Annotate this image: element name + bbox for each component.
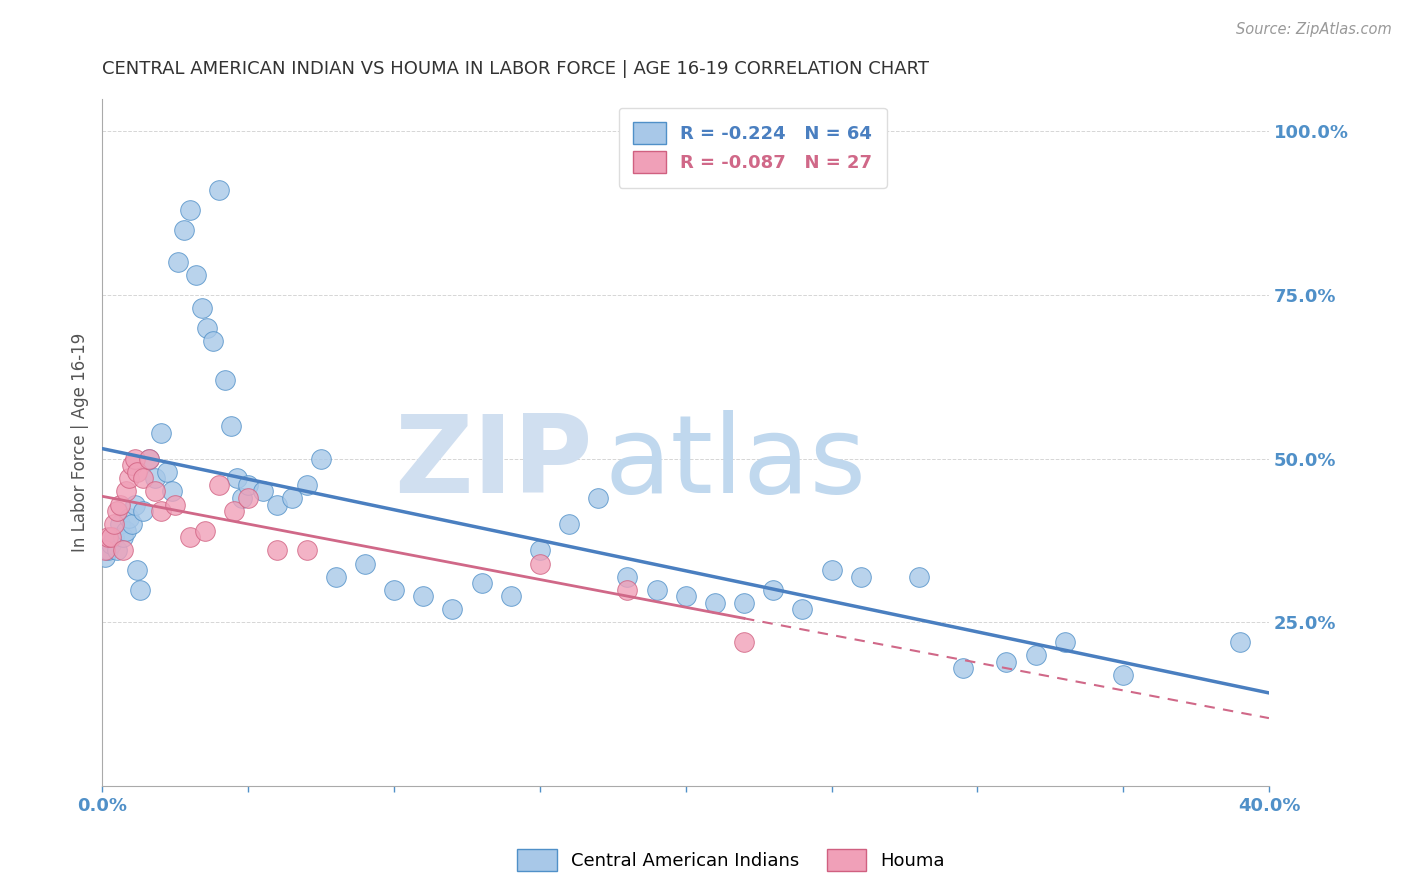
Point (354, 557, 377, 571)
Point (100, 530, 122, 544)
Point (138, 451, 160, 466)
Point (295, 543, 318, 558)
Point (382, 582, 405, 597)
Point (132, 471, 155, 485)
Point (208, 183, 231, 197)
Point (162, 484, 184, 499)
Point (114, 484, 136, 499)
Point (252, 484, 274, 499)
Point (108, 517, 131, 532)
Point (281, 491, 304, 505)
Point (908, 569, 931, 583)
Point (124, 498, 146, 512)
Point (165, 498, 187, 512)
Text: Source: ZipAtlas.com: Source: ZipAtlas.com (1236, 22, 1392, 37)
Point (94, 549, 117, 564)
Point (108, 498, 131, 512)
Point (118, 471, 141, 485)
Point (111, 530, 134, 544)
Point (138, 451, 160, 466)
Point (1112, 668, 1135, 682)
Point (441, 602, 464, 616)
Point (412, 589, 434, 603)
Point (105, 543, 128, 558)
Point (132, 504, 155, 518)
Point (114, 524, 136, 538)
Y-axis label: In Labor Force | Age 16-19: In Labor Force | Age 16-19 (72, 333, 89, 552)
Point (1025, 648, 1047, 663)
Point (105, 504, 128, 518)
Point (179, 530, 201, 544)
Point (103, 517, 125, 532)
Point (197, 320, 219, 334)
Point (762, 582, 785, 597)
Point (733, 596, 755, 610)
Point (1053, 635, 1076, 649)
Point (470, 576, 492, 591)
Point (94, 543, 117, 558)
Point (184, 268, 207, 283)
Point (675, 589, 697, 603)
Point (225, 471, 247, 485)
Text: atlas: atlas (605, 410, 866, 516)
Point (645, 582, 668, 597)
Point (179, 202, 201, 217)
Point (97, 543, 120, 558)
Point (499, 589, 522, 603)
Point (124, 451, 146, 466)
Point (231, 491, 253, 505)
Point (97, 530, 120, 544)
Point (149, 425, 172, 440)
Point (143, 484, 166, 499)
Point (529, 543, 551, 558)
Point (208, 478, 231, 492)
Legend: R = -0.224   N = 64, R = -0.087   N = 27: R = -0.224 N = 64, R = -0.087 N = 27 (619, 108, 887, 188)
Point (127, 465, 149, 479)
Point (295, 478, 318, 492)
Point (266, 543, 288, 558)
Point (103, 530, 125, 544)
Point (100, 537, 122, 551)
Point (558, 517, 581, 532)
Point (616, 582, 638, 597)
Point (193, 524, 215, 538)
Point (1229, 635, 1251, 649)
Point (703, 596, 725, 610)
Point (529, 557, 551, 571)
Point (111, 543, 134, 558)
Point (214, 373, 236, 387)
Point (820, 563, 842, 577)
Point (586, 491, 609, 505)
Point (849, 569, 872, 583)
Point (995, 655, 1018, 669)
Point (149, 504, 172, 518)
Point (155, 465, 177, 479)
Point (167, 255, 190, 269)
Point (129, 582, 152, 597)
Point (118, 510, 141, 524)
Point (792, 602, 814, 616)
Point (733, 635, 755, 649)
Point (219, 419, 242, 434)
Point (121, 458, 143, 473)
Point (222, 504, 245, 518)
Point (325, 569, 347, 583)
Text: ZIP: ZIP (394, 410, 592, 516)
Point (266, 498, 288, 512)
Text: CENTRAL AMERICAN INDIAN VS HOUMA IN LABOR FORCE | AGE 16-19 CORRELATION CHART: CENTRAL AMERICAN INDIAN VS HOUMA IN LABO… (103, 60, 929, 78)
Point (190, 301, 212, 315)
Point (238, 478, 260, 492)
Point (143, 471, 166, 485)
Point (127, 563, 149, 577)
Point (173, 222, 195, 236)
Point (202, 334, 225, 348)
Legend: Central American Indians, Houma: Central American Indians, Houma (510, 842, 952, 879)
Point (121, 517, 143, 532)
Point (616, 569, 638, 583)
Point (238, 491, 260, 505)
Point (952, 661, 974, 675)
Point (309, 451, 332, 466)
